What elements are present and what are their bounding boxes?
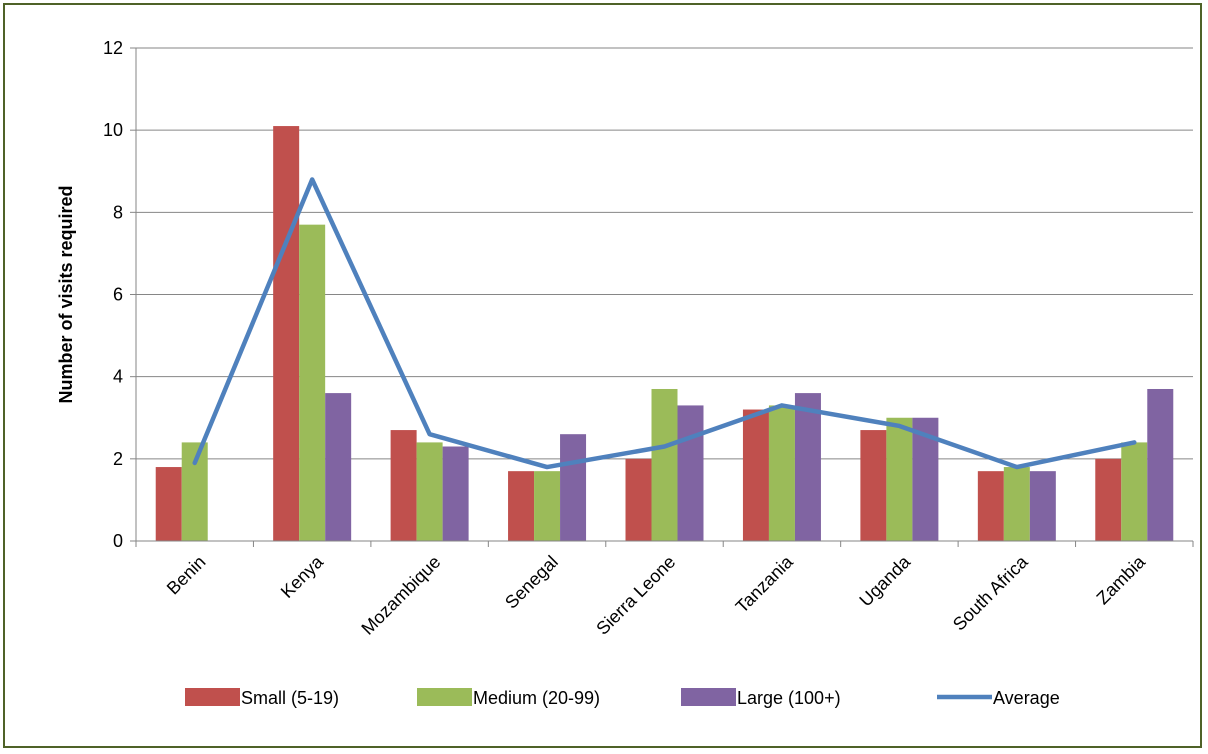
legend-label: Large (100+) [737,688,841,708]
bar [768,405,795,541]
y-tick-label: 2 [113,449,123,469]
y-tick-label: 12 [103,38,123,58]
x-tick-label: Zambia [1093,551,1150,608]
axes [130,47,1194,547]
bar [1003,467,1030,541]
bar [677,405,704,541]
legend-swatch [681,688,736,706]
bar [442,446,469,541]
y-tick-label: 0 [113,531,123,551]
bar [390,430,417,541]
bar [155,467,182,541]
bar [534,471,561,541]
y-tick-label: 10 [103,120,123,140]
bar [860,430,887,541]
bar [508,471,535,541]
x-tick-label: Uganda [855,551,914,610]
bar [1121,442,1148,541]
y-tick-label: 8 [113,202,123,222]
y-tick-labels: 0 2 4 6 8 10 12 [103,38,123,551]
chart-frame: 0 2 4 6 8 10 12 Benin Kenya Mozambique Senegal Sie… [3,3,1202,748]
x-tick-label: South Africa [949,551,1032,634]
y-tick-label: 4 [113,367,123,387]
bars [155,126,1174,542]
bar [273,126,300,541]
legend-swatch [417,688,472,706]
bar [886,417,913,541]
legend-swatch [185,688,240,706]
x-tick-labels: Benin Kenya Mozambique Senegal Sierra Leone T… [163,551,1150,639]
bar [742,409,769,541]
bar [977,471,1004,541]
x-tick-label: Sierra Leone [592,552,679,639]
chart: 0 2 4 6 8 10 12 Benin Kenya Mozambique Senegal Sie… [56,38,1194,708]
legend-label: Medium (20-99) [473,688,600,708]
y-axis-title: Number of visits required [56,185,76,403]
x-tick-label: Tanzania [732,551,798,617]
bar [299,224,326,542]
bar [1029,471,1056,541]
legend: Small (5-19) Medium (20-99) Large (100+) Av… [185,688,1060,708]
bar [1095,458,1122,541]
y-tick-label: 6 [113,285,123,305]
bar [1147,388,1174,541]
bar [560,434,587,541]
legend-label: Average [993,688,1060,708]
bar [651,388,678,541]
x-tick-label: Senegal [501,552,562,613]
bar [625,458,652,541]
bar [794,393,821,541]
bar [416,442,443,541]
x-tick-label: Benin [163,552,210,599]
x-tick-label: Mozambique [357,552,444,639]
average-line [192,177,1137,470]
legend-label: Small (5-19) [241,688,339,708]
x-tick-label: Kenya [277,551,328,602]
bar [325,393,352,541]
